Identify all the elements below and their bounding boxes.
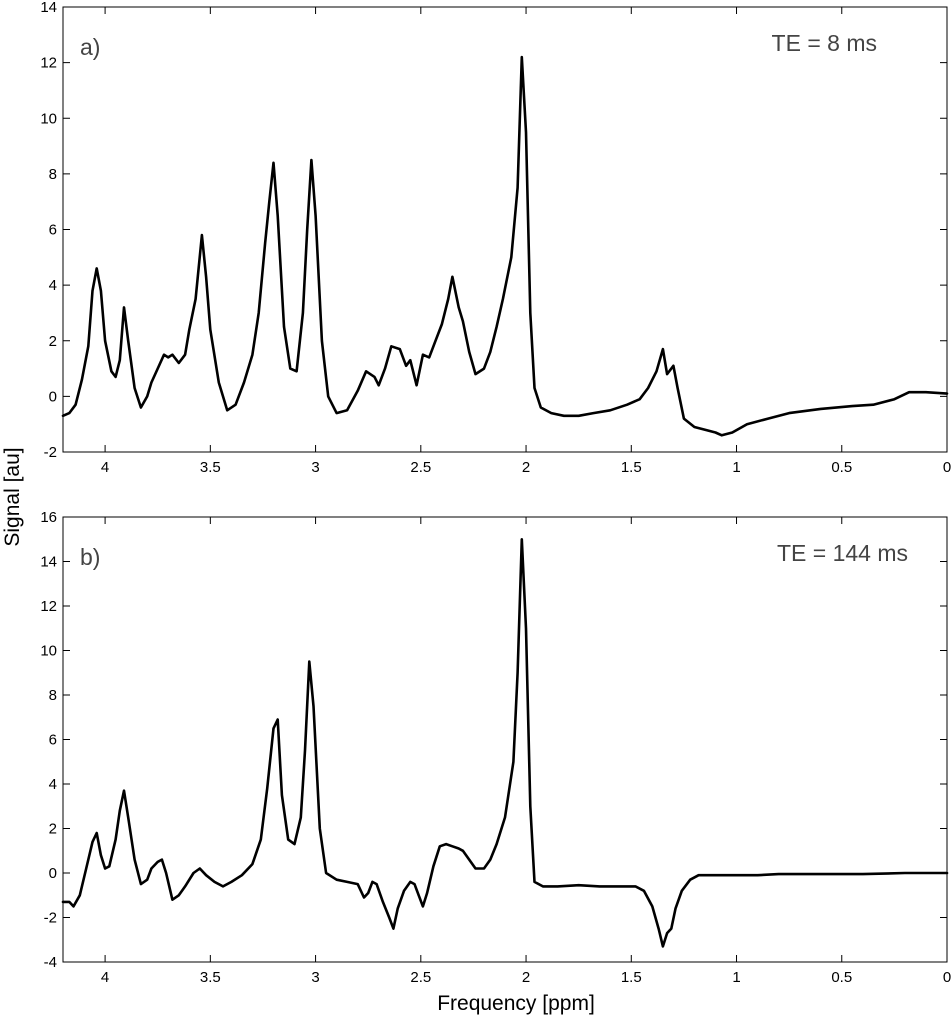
x-tick-label: 0 — [943, 459, 951, 476]
panel-b: -4 -2 0 2 4 6 8 10 12 14 16 4 3.5 3 2.5 2 1.5 1 0.5 0 b) TE =… — [40, 509, 951, 986]
x-tick-label: 2.5 — [410, 969, 431, 986]
y-tick-label: -2 — [44, 444, 57, 461]
y-tick-label: 2 — [49, 821, 57, 838]
x-tick-label: 0 — [943, 969, 951, 986]
y-tick-label: 12 — [40, 598, 57, 615]
y-tick-label: 14 — [40, 554, 57, 571]
x-axis-label: Frequency [ppm] — [437, 992, 595, 1015]
y-tick-label: 8 — [49, 166, 57, 183]
plot-frame — [62, 516, 948, 963]
x-tick-label: 2.5 — [410, 459, 431, 476]
y-tick-label: 10 — [40, 110, 57, 127]
x-tick-label: 2 — [522, 459, 530, 476]
x-tick-label: 4 — [101, 969, 109, 986]
y-tick-label: -4 — [44, 954, 57, 971]
spectrum-line-b — [61, 538, 949, 948]
x-tick-label: 1 — [732, 459, 740, 476]
plot-frame — [62, 6, 948, 453]
x-tick-label: 3.5 — [200, 459, 221, 476]
panel-label: a) — [80, 34, 100, 60]
echo-time-annotation: TE = 8 ms — [772, 30, 877, 56]
x-tick-label: 1 — [732, 969, 740, 986]
y-axis-label: Signal [au] — [1, 447, 24, 546]
y-tick-label: 0 — [49, 388, 57, 405]
x-tick-label: 0.5 — [831, 459, 852, 476]
panel-label: b) — [80, 544, 100, 570]
x-tick-label: 1.5 — [621, 459, 642, 476]
x-tick-label: 2 — [522, 969, 530, 986]
y-tick-label: 4 — [49, 277, 57, 294]
y-tick-label: 8 — [49, 687, 57, 704]
spectrum-line-a — [61, 55, 949, 437]
x-tick-label: 1.5 — [621, 969, 642, 986]
x-tick-label: 3.5 — [200, 969, 221, 986]
x-tick-label: 3 — [311, 969, 319, 986]
y-tick-label: 12 — [40, 55, 57, 72]
y-tick-label: 10 — [40, 643, 57, 660]
y-tick-label: 2 — [49, 333, 57, 350]
y-tick-label: 6 — [49, 732, 57, 749]
y-tick-label: 16 — [40, 509, 57, 526]
x-tick-label: 0.5 — [831, 969, 852, 986]
y-tick-label: 6 — [49, 222, 57, 239]
y-tick-label: 14 — [40, 0, 57, 16]
y-tick-label: 4 — [49, 776, 57, 793]
y-tick-label: -2 — [44, 910, 57, 927]
y-tick-label: 0 — [49, 865, 57, 882]
panel-a: -2 0 2 4 6 8 10 12 14 4 3.5 3 2.5 2 1.5 1 0.5 0 a) TE = 8 m… — [40, 0, 951, 476]
x-tick-label: 3 — [311, 459, 319, 476]
x-tick-label: 4 — [101, 459, 109, 476]
echo-time-annotation: TE = 144 ms — [777, 540, 908, 566]
